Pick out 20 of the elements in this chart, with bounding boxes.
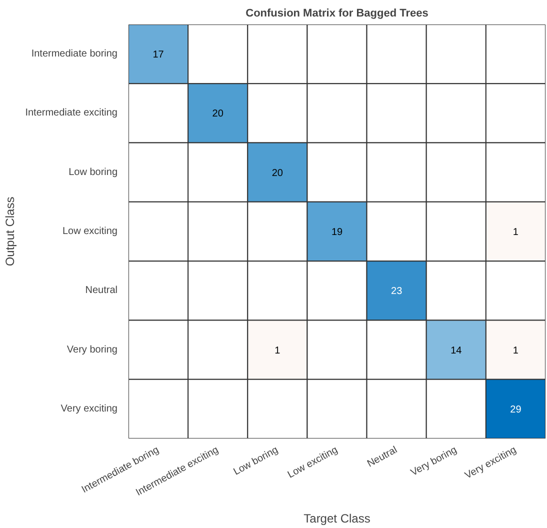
y-tick-label: Very exciting <box>60 403 118 414</box>
y-tick-label: Intermediate boring <box>31 48 118 60</box>
y-tick-label: Neutral <box>85 285 118 296</box>
chart-title: Confusion Matrix for Bagged Trees <box>246 8 428 20</box>
y-tick-label: Very boring <box>66 344 118 356</box>
y-tick-label: Low exciting <box>62 226 118 237</box>
data-label: 23 <box>391 286 403 298</box>
data-label: 29 <box>510 404 522 416</box>
y-tick-label: Intermediate exciting <box>25 108 118 119</box>
data-label: 20 <box>272 168 284 179</box>
y-tick-label: Low boring <box>68 166 118 178</box>
y-axis-title: Output Class <box>3 196 18 266</box>
x-axis-title: Target Class <box>304 511 370 526</box>
data-label: 19 <box>331 227 343 238</box>
data-label: 17 <box>152 50 164 61</box>
data-label: 1 <box>274 345 281 356</box>
data-label: 1 <box>512 345 519 356</box>
data-label: 14 <box>450 345 462 356</box>
data-label: 20 <box>212 108 224 120</box>
data-label: 1 <box>512 227 519 238</box>
